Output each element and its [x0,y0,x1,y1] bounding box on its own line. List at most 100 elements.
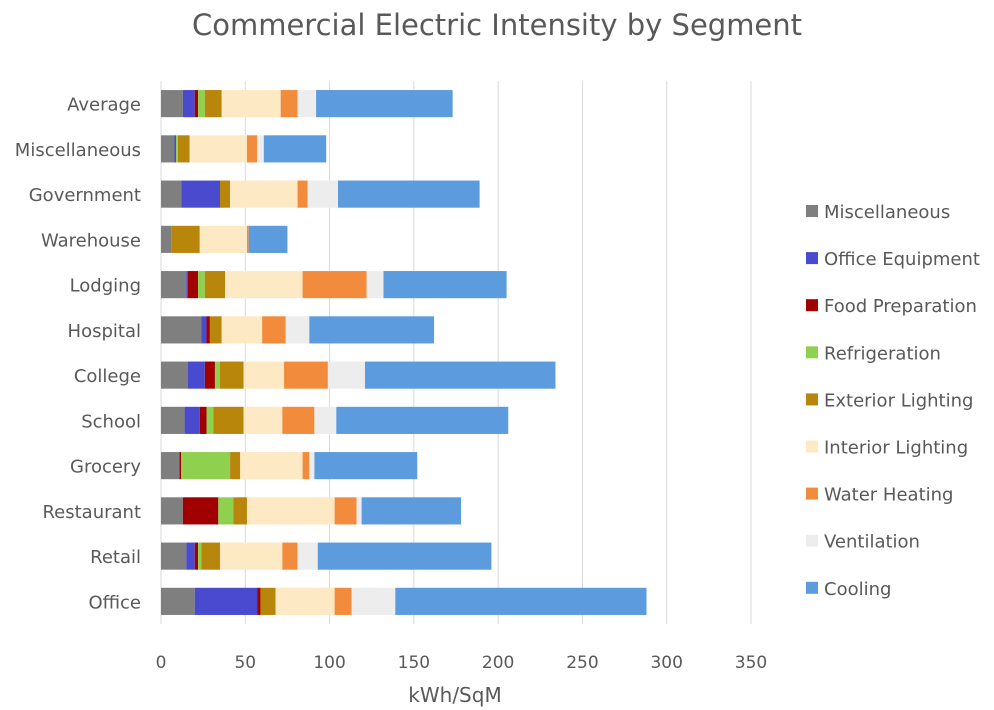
bar-segment [177,135,190,163]
bar-segment [221,90,281,118]
gridlines [160,81,752,624]
bar-segment [201,316,207,344]
legend-label: Refrigeration [824,343,941,364]
bar-segment [198,542,202,570]
bar-segment [356,497,362,525]
legend: Miscellaneous Office Equipment Food Prepar… [806,202,980,600]
x-tick-label: 350 [735,653,767,673]
bar-segment [302,452,310,480]
bar-segment [182,497,219,525]
bar-segment [201,542,220,570]
bar-segment [186,271,188,299]
bar-segment [336,406,509,434]
x-tick-labels: 0 50 100 150 200 250 300 350 [156,653,768,673]
legend-swatch [806,299,818,312]
bar-segment [366,271,384,299]
bar-segment [174,135,177,163]
bar-segment [364,361,556,389]
bar-segment [181,452,231,480]
bar-segment [309,316,435,344]
bar-segment [187,271,199,299]
x-tick-label: 200 [482,653,514,673]
bar-segment [309,452,315,480]
bar-segment [204,361,215,389]
bar-segment [284,361,328,389]
bar-segment [246,225,249,253]
bar-segment [395,587,647,615]
bar-segment [317,542,492,570]
y-tick-label: School [81,411,141,432]
bar-segment [194,90,199,118]
legend-swatch [806,487,818,500]
legend-swatch [806,393,818,406]
bar-segment [361,497,462,525]
legend-label: Water Heating [824,485,953,506]
y-tick-label: Miscellaneous [15,140,141,161]
bar-segment [297,180,308,208]
x-tick-label: 50 [234,653,256,673]
bar-segment [263,135,327,163]
y-tick-label: Retail [90,547,141,568]
legend-swatch [806,534,818,547]
bar-segment [176,135,178,163]
bar-segment [161,271,187,299]
bars [161,90,647,615]
bar-segment [161,542,187,570]
y-tick-label: College [74,366,141,387]
bar-segment [206,316,210,344]
legend-label: Exterior Lighting [824,390,973,411]
bar-segment [220,180,231,208]
y-tick-label: Government [29,185,141,206]
bar-segment [213,406,244,434]
y-tick-label: Office [88,592,141,613]
bar-segment [198,271,205,299]
bar-segment [161,316,202,344]
bar-segment [225,271,303,299]
legend-label: Ventilation [824,532,920,553]
bar-segment [285,316,310,344]
bar-segment [243,361,285,389]
bar-segment [194,542,199,570]
bar-segment [220,361,244,389]
bar-segment [204,271,226,299]
bar-segment [179,452,182,480]
bar-segment [161,225,172,253]
bar-segment [214,361,220,389]
bar-segment [189,135,247,163]
bar-segment [199,225,247,253]
bar-segment [338,180,480,208]
bar-segment [194,587,258,615]
x-axis-label: kWh/SqM [408,683,501,707]
y-tick-label: Average [67,95,141,116]
bar-segment [204,90,222,118]
bar-segment [334,587,352,615]
legend-swatch [806,440,818,453]
bar-segment [221,316,263,344]
bar-segment [316,90,453,118]
y-tick-label: Restaurant [42,502,141,523]
bar-segment [161,361,188,389]
bar-segment [161,90,183,118]
legend-swatch [806,581,818,594]
legend-swatch [806,205,818,217]
bar-segment [161,452,180,480]
bar-segment [206,406,214,434]
bar-segment [171,225,200,253]
bar-segment [314,452,418,480]
x-tick-label: 0 [156,653,167,673]
bar-segment [248,225,288,253]
bar-segment [383,271,507,299]
x-tick-label: 150 [398,653,430,673]
legend-label: Miscellaneous [824,202,950,223]
bar-segment [199,406,207,434]
x-tick-label: 250 [566,653,598,673]
y-tick-label: Grocery [70,457,141,478]
x-tick-label: 100 [313,653,345,673]
bar-segment [257,135,264,163]
bar-segment [314,406,337,434]
y-tick-labels: Average Miscellaneous Government Warehouse L… [15,95,142,614]
y-tick-label: Hospital [68,321,141,342]
y-tick-label: Lodging [70,276,141,297]
bar-segment [246,497,335,525]
